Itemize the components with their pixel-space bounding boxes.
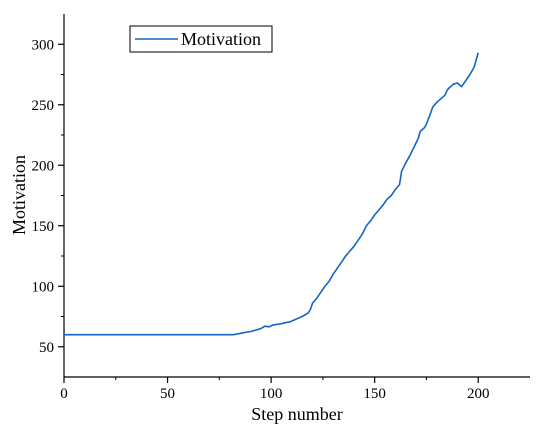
y-tick-label: 150 (32, 219, 55, 235)
x-axis-label: Step number (251, 404, 343, 424)
y-tick-label: 300 (32, 37, 55, 53)
x-tick-label: 100 (260, 386, 283, 402)
y-tick-label: 250 (32, 98, 55, 114)
y-tick-label: 100 (32, 279, 55, 295)
y-tick-label: 200 (32, 158, 55, 174)
y-axis-ticks: 50 100 150 200 250 300 (32, 37, 64, 356)
x-tick-label: 150 (363, 386, 386, 402)
x-tick-label: 0 (60, 386, 68, 402)
x-axis-ticks: 0 50 100 150 200 (60, 377, 489, 402)
series-layer (64, 52, 479, 336)
x-tick-label: 200 (467, 386, 490, 402)
y-axis-label: Motivation (9, 155, 29, 235)
legend: Motivation (129, 25, 273, 53)
motivation-series-line (64, 52, 479, 336)
x-tick-label: 50 (160, 386, 175, 402)
plot-frame (63, 14, 530, 378)
y-tick-label: 50 (39, 340, 54, 356)
legend-label: Motivation (181, 29, 261, 49)
